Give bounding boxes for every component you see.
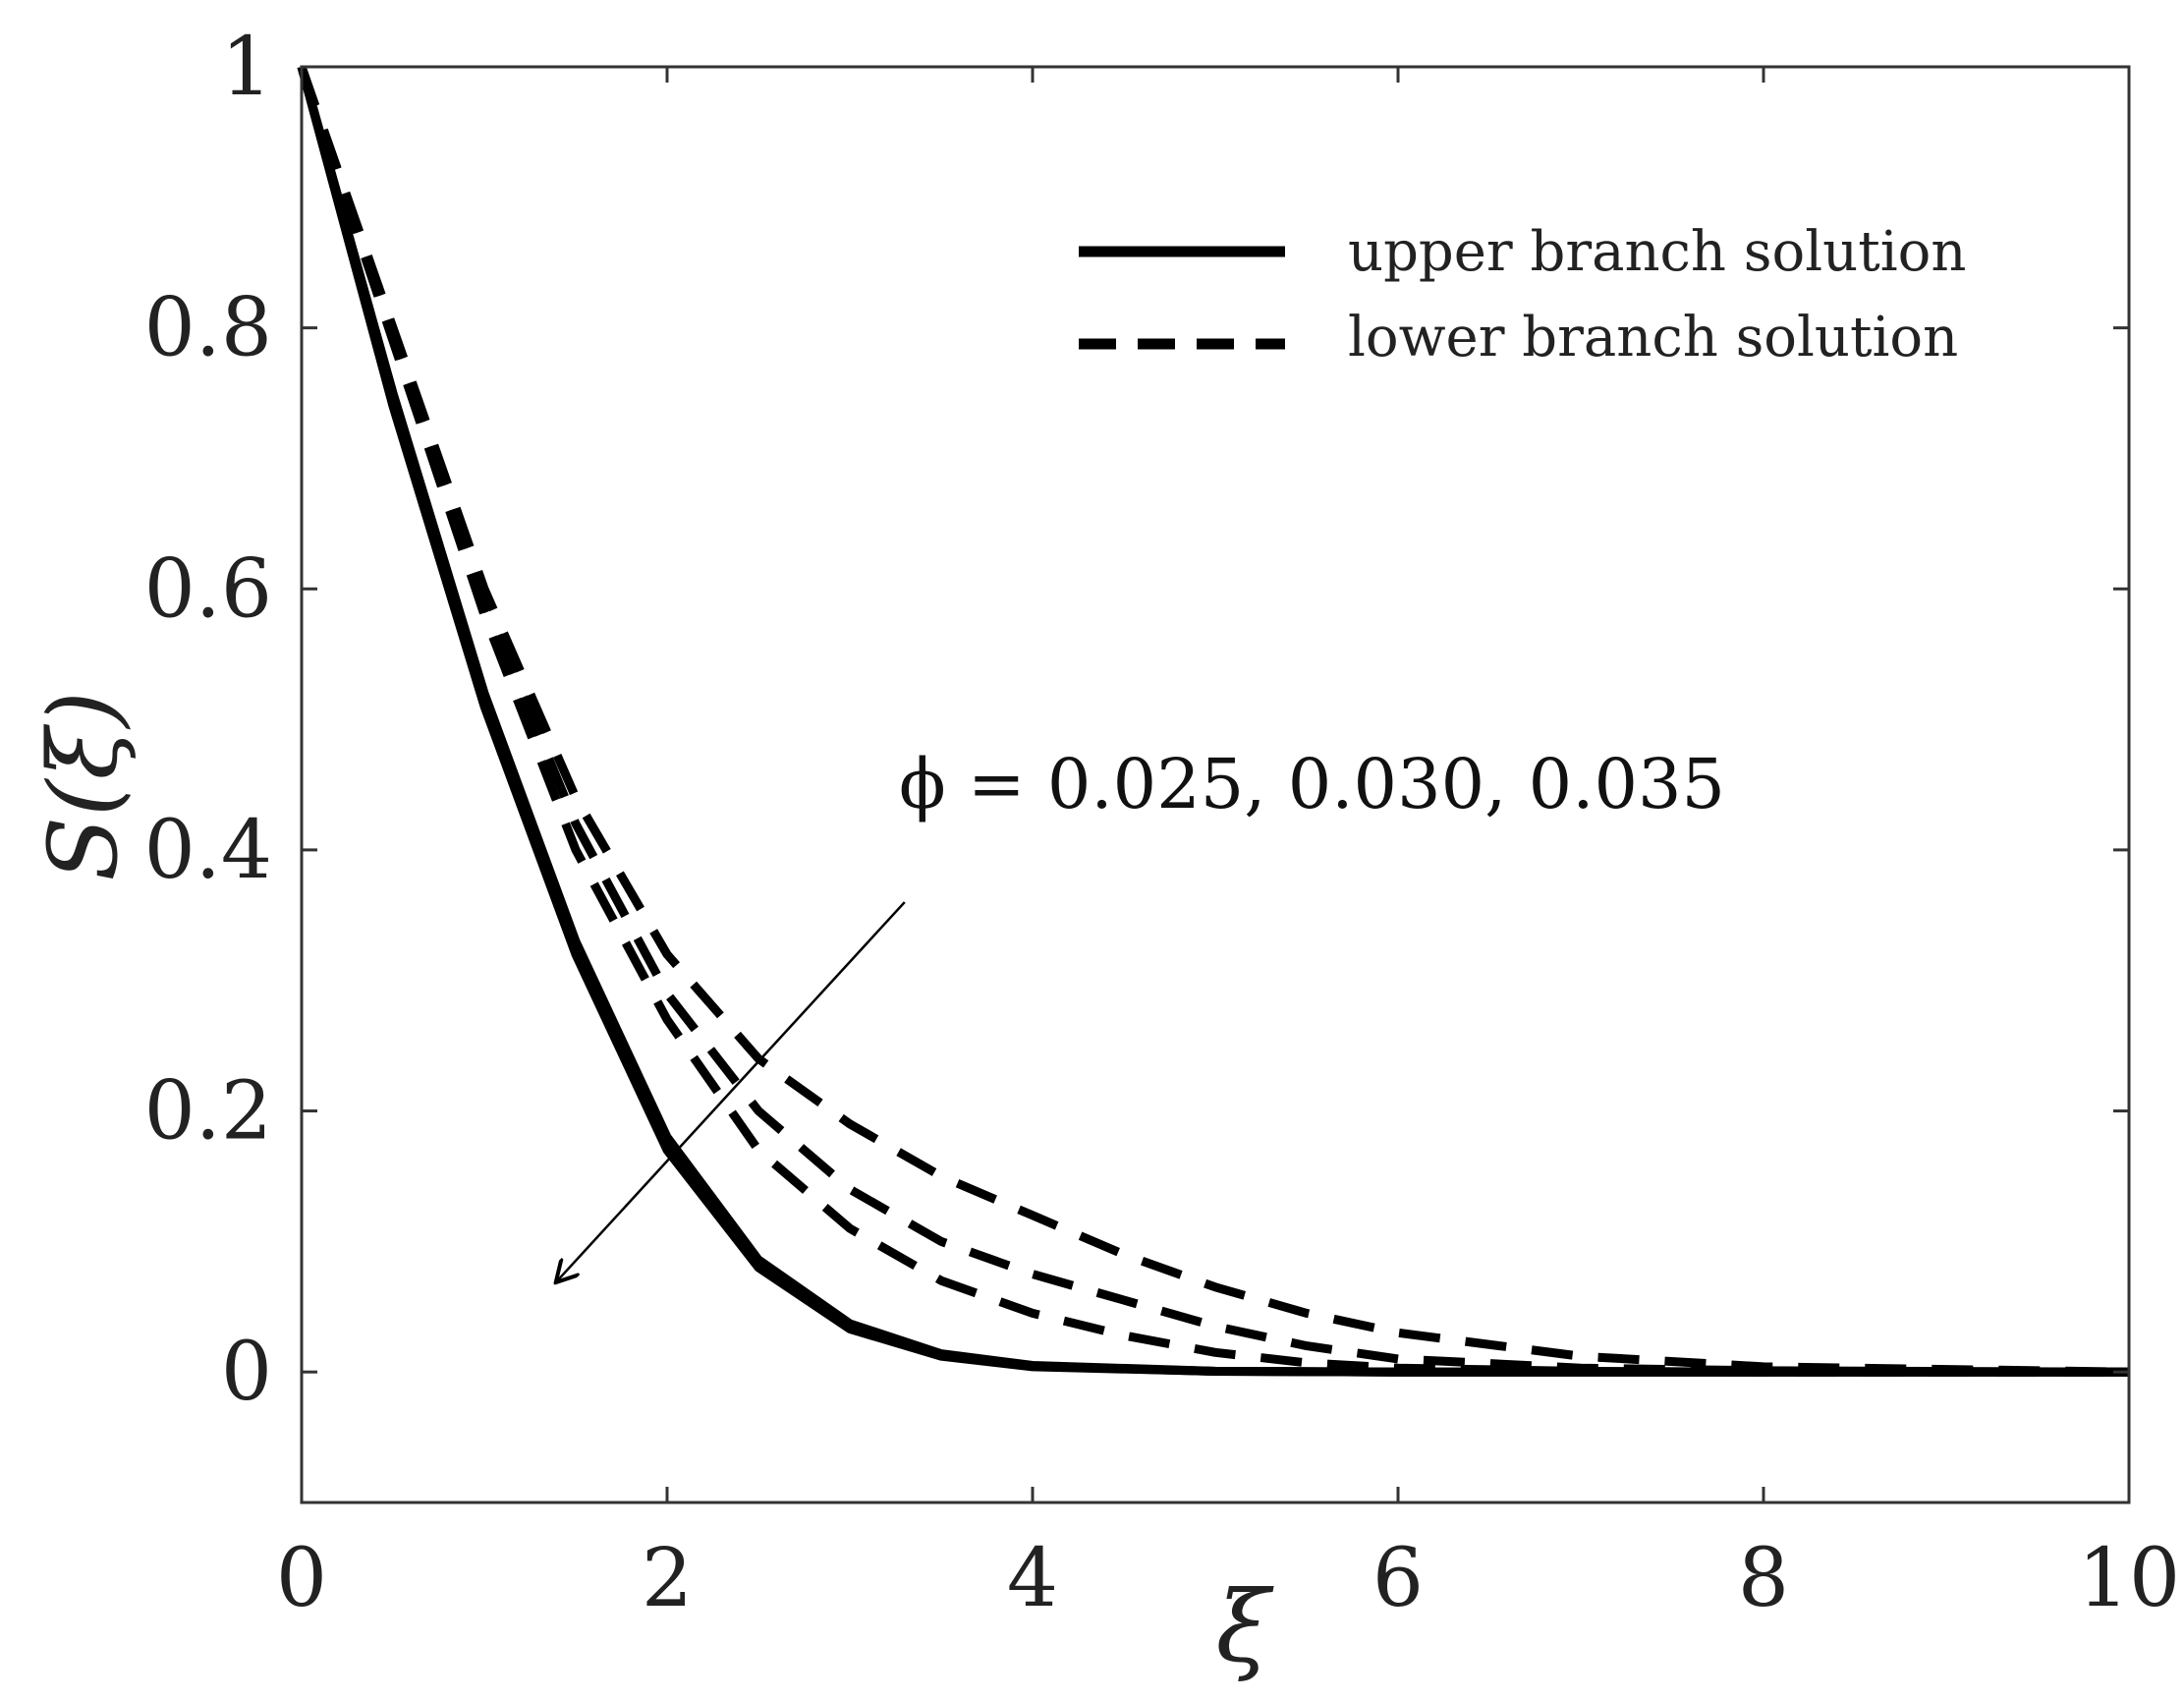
x-tick-label: 8 bbox=[1738, 1532, 1789, 1625]
y-tick-label: 0.4 bbox=[144, 804, 272, 897]
ticks-layer: 0 2 4 6 8 10 0 0.2 0.4 0.6 0.8 1 bbox=[144, 21, 2181, 1625]
series-layer bbox=[297, 65, 2130, 1377]
x-tick-label: 0 bbox=[276, 1532, 327, 1625]
legend: upper branch solution lower branch solut… bbox=[1079, 220, 1966, 369]
lower-branch-line-3 bbox=[297, 65, 2130, 1377]
y-tick-label: 0.2 bbox=[144, 1065, 272, 1159]
plot-frame bbox=[300, 65, 2131, 1504]
lower-branch-line-5 bbox=[297, 65, 2129, 1377]
legend-label-upper: upper branch solution bbox=[1348, 220, 1966, 284]
y-tick-label: 1 bbox=[221, 21, 272, 114]
lower-branch-line-4 bbox=[297, 65, 2130, 1377]
y-tick-label: 0 bbox=[221, 1326, 272, 1419]
x-tick-label: 2 bbox=[642, 1532, 693, 1625]
phi-annotation: ϕ = 0.025, 0.030, 0.035 bbox=[899, 744, 1725, 824]
phi-arrow bbox=[557, 901, 906, 1280]
y-tick-label: 0.6 bbox=[144, 542, 272, 636]
x-tick-label: 6 bbox=[1372, 1532, 1424, 1625]
x-tick-label: 4 bbox=[1007, 1532, 1058, 1625]
x-tick-label: 10 bbox=[2078, 1532, 2180, 1625]
x-axis-title: ξ bbox=[1215, 1569, 1274, 1684]
legend-label-lower: lower branch solution bbox=[1348, 306, 1958, 369]
y-axis-title: S(ξ) bbox=[28, 691, 139, 881]
y-tick-label: 0.8 bbox=[144, 282, 272, 375]
